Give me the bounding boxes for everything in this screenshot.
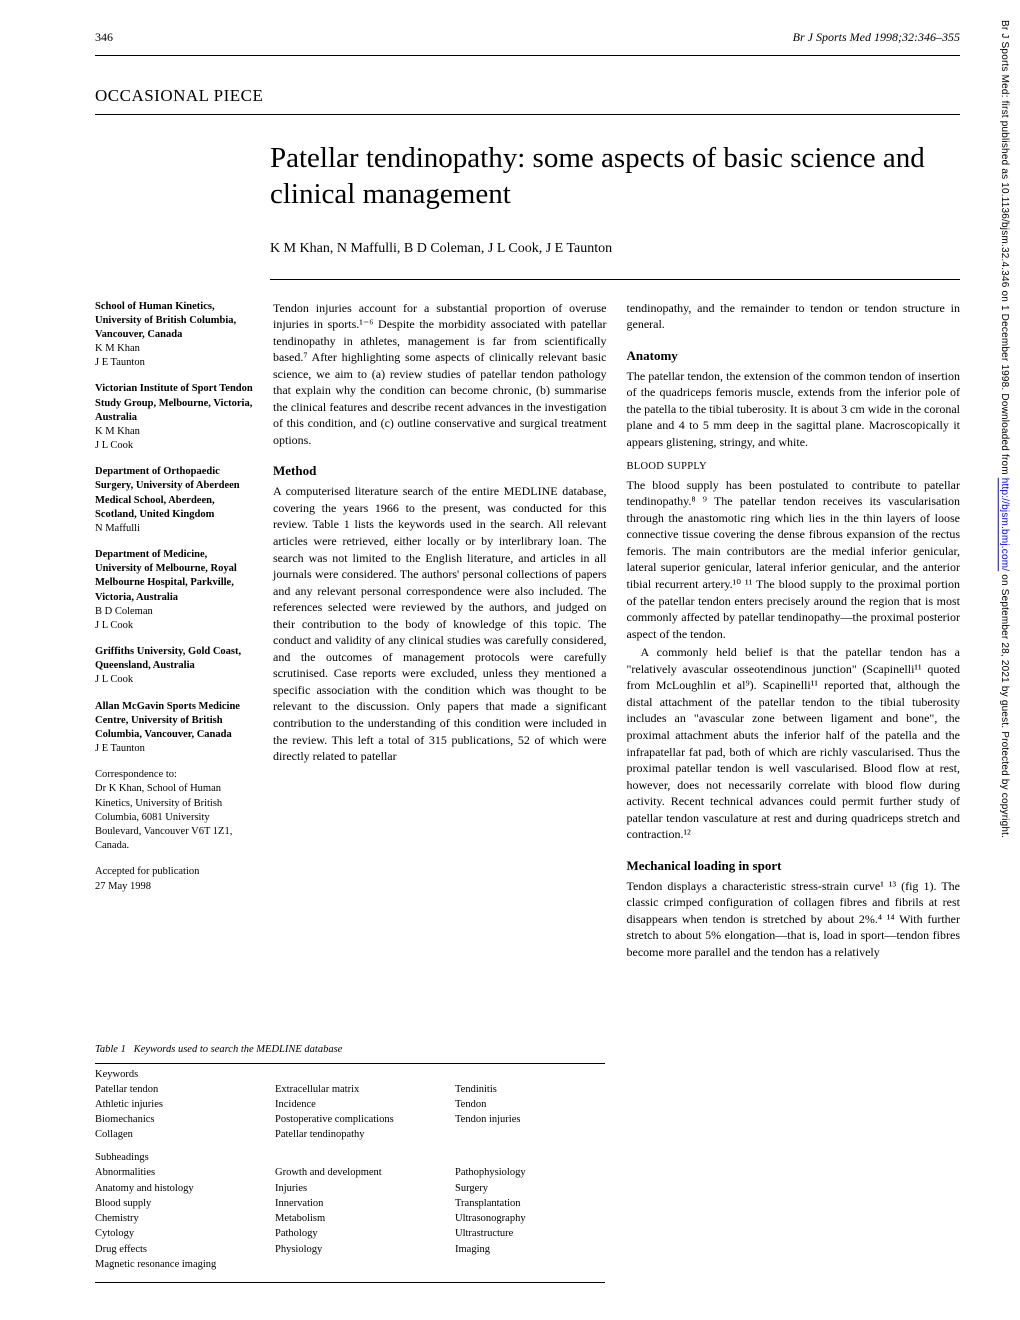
- table-cell: Pathology: [275, 1226, 425, 1241]
- body-columns: Tendon injuries account for a substantia…: [273, 300, 960, 963]
- subheadings-col-3: PathophysiologySurgeryTransplantationUlt…: [455, 1165, 605, 1272]
- affiliations-sidebar: School of Human Kinetics, University of …: [95, 300, 255, 963]
- mechanical-paragraph: Tendon displays a characteristic stress-…: [627, 878, 961, 961]
- table-cell: Drug effects: [95, 1242, 245, 1257]
- table-cell: Extracellular matrix: [275, 1082, 425, 1097]
- table-cell: Cytology: [95, 1226, 245, 1241]
- anatomy-paragraph: The patellar tendon, the extension of th…: [627, 368, 961, 451]
- affiliation-inst: Department of Medicine, University of Me…: [95, 548, 255, 605]
- table-1: Table 1 Keywords used to search the MEDL…: [95, 1044, 605, 1288]
- affiliation-inst: Griffiths University, Gold Coast, Queens…: [95, 645, 255, 673]
- table-cell: Anatomy and histology: [95, 1181, 245, 1196]
- table-cell: Ultrastructure: [455, 1226, 605, 1241]
- blood-paragraph-2: A commonly held belief is that the patel…: [627, 644, 961, 843]
- copyright-notice: Br J Sports Med: first published as 10.1…: [999, 20, 1010, 1300]
- section-label: OCCASIONAL PIECE: [95, 86, 960, 106]
- table-cell: Tendon injuries: [455, 1112, 605, 1127]
- table-cell: Metabolism: [275, 1211, 425, 1226]
- table-cell: Growth and development: [275, 1165, 425, 1180]
- table-rule-bottom: [95, 1282, 605, 1283]
- author-rule: [270, 279, 960, 280]
- table-cell: Innervation: [275, 1196, 425, 1211]
- table-cell: Collagen: [95, 1127, 245, 1142]
- article-title: Patellar tendinopathy: some aspects of b…: [270, 140, 960, 213]
- affiliation-block: Department of Orthopaedic Surgery, Unive…: [95, 465, 255, 536]
- affiliation-inst: Department of Orthopaedic Surgery, Unive…: [95, 465, 255, 522]
- blood-supply-heading: BLOOD SUPPLY: [627, 460, 961, 474]
- table-cell: Patellar tendon: [95, 1082, 245, 1097]
- affiliation-block: Department of Medicine, University of Me…: [95, 548, 255, 633]
- table-cell: Blood supply: [95, 1196, 245, 1211]
- table-cell: Tendinitis: [455, 1082, 605, 1097]
- table-cell: Incidence: [275, 1097, 425, 1112]
- table-cell: Injuries: [275, 1181, 425, 1196]
- notice-link[interactable]: http://bjsm.bmj.com/: [999, 478, 1010, 571]
- affiliation-names: J L Cook: [95, 673, 255, 687]
- top-rule: [95, 55, 960, 56]
- section-rule: [95, 114, 960, 115]
- table-cell: Surgery: [455, 1181, 605, 1196]
- table-caption-text: Keywords used to search the MEDLINE data…: [134, 1044, 343, 1055]
- table-cell: Tendon: [455, 1097, 605, 1112]
- page-header: 346 Br J Sports Med 1998;32:346–355: [95, 30, 960, 45]
- affiliation-inst: Allan McGavin Sports Medicine Centre, Un…: [95, 700, 255, 743]
- subheadings-group: Subheadings AbnormalitiesAnatomy and his…: [95, 1152, 605, 1272]
- accepted-block: Accepted for publication 27 May 1998: [95, 865, 255, 893]
- table-cell: Athletic injuries: [95, 1097, 245, 1112]
- table-cell: Imaging: [455, 1242, 605, 1257]
- affiliation-block: School of Human Kinetics, University of …: [95, 300, 255, 371]
- table-rule-top: [95, 1063, 605, 1064]
- author-list: K M Khan, N Maffulli, B D Coleman, J L C…: [270, 241, 960, 257]
- column-1: Tendon injuries account for a substantia…: [273, 300, 607, 963]
- keywords-group: Keywords Patellar tendonAthletic injurie…: [95, 1069, 605, 1143]
- column-2: tendinopathy, and the remainder to tendo…: [627, 300, 961, 963]
- keywords-title: Keywords: [95, 1069, 605, 1080]
- table-cell: Physiology: [275, 1242, 425, 1257]
- subheadings-col-2: Growth and developmentInjuriesInnervatio…: [275, 1165, 425, 1272]
- journal-reference: Br J Sports Med 1998;32:346–355: [793, 30, 960, 45]
- affiliation-names: N Maffulli: [95, 522, 255, 536]
- table-cell: Postoperative complications: [275, 1112, 425, 1127]
- affiliation-block: Allan McGavin Sports Medicine Centre, Un…: [95, 700, 255, 757]
- table-caption: Table 1 Keywords used to search the MEDL…: [95, 1044, 605, 1055]
- affiliation-names: B D Coleman J L Cook: [95, 605, 255, 633]
- affiliation-names: K M Khan J L Cook: [95, 425, 255, 453]
- affiliation-inst: Victorian Institute of Sport Tendon Stud…: [95, 382, 255, 425]
- table-cell: Chemistry: [95, 1211, 245, 1226]
- keywords-col-2: Extracellular matrixIncidencePostoperati…: [275, 1082, 425, 1143]
- continuation-paragraph: tendinopathy, and the remainder to tendo…: [627, 300, 961, 333]
- affiliation-inst: School of Human Kinetics, University of …: [95, 300, 255, 343]
- table-cell: Abnormalities: [95, 1165, 245, 1180]
- table-cell: Transplantation: [455, 1196, 605, 1211]
- table-cell: Pathophysiology: [455, 1165, 605, 1180]
- affiliation-names: K M Khan J E Taunton: [95, 342, 255, 370]
- affiliation-block: Victorian Institute of Sport Tendon Stud…: [95, 382, 255, 453]
- table-cell: Patellar tendinopathy: [275, 1127, 425, 1142]
- page-number: 346: [95, 30, 113, 45]
- intro-paragraph: Tendon injuries account for a substantia…: [273, 300, 607, 449]
- affiliation-names: J E Taunton: [95, 742, 255, 756]
- notice-suffix: on September 28, 2021 by guest. Protecte…: [999, 571, 1010, 838]
- notice-prefix: Br J Sports Med: first published as 10.1…: [999, 20, 1010, 478]
- subheadings-col-1: AbnormalitiesAnatomy and histologyBlood …: [95, 1165, 245, 1272]
- table-cell: Magnetic resonance imaging: [95, 1257, 245, 1272]
- affiliation-block: Griffiths University, Gold Coast, Queens…: [95, 645, 255, 688]
- keywords-col-3: TendinitisTendonTendon injuries: [455, 1082, 605, 1143]
- blood-paragraph-1: The blood supply has been postulated to …: [627, 477, 961, 642]
- table-cell: Ultrasonography: [455, 1211, 605, 1226]
- method-paragraph: A computerised literature search of the …: [273, 483, 607, 764]
- method-heading: Method: [273, 462, 607, 480]
- keywords-col-1: Patellar tendonAthletic injuriesBiomecha…: [95, 1082, 245, 1143]
- mechanical-heading: Mechanical loading in sport: [627, 857, 961, 875]
- subheadings-title: Subheadings: [95, 1152, 605, 1163]
- anatomy-heading: Anatomy: [627, 347, 961, 365]
- table-cell: Biomechanics: [95, 1112, 245, 1127]
- correspondence-block: Correspondence to: Dr K Khan, School of …: [95, 768, 255, 853]
- table-label: Table 1: [95, 1044, 126, 1055]
